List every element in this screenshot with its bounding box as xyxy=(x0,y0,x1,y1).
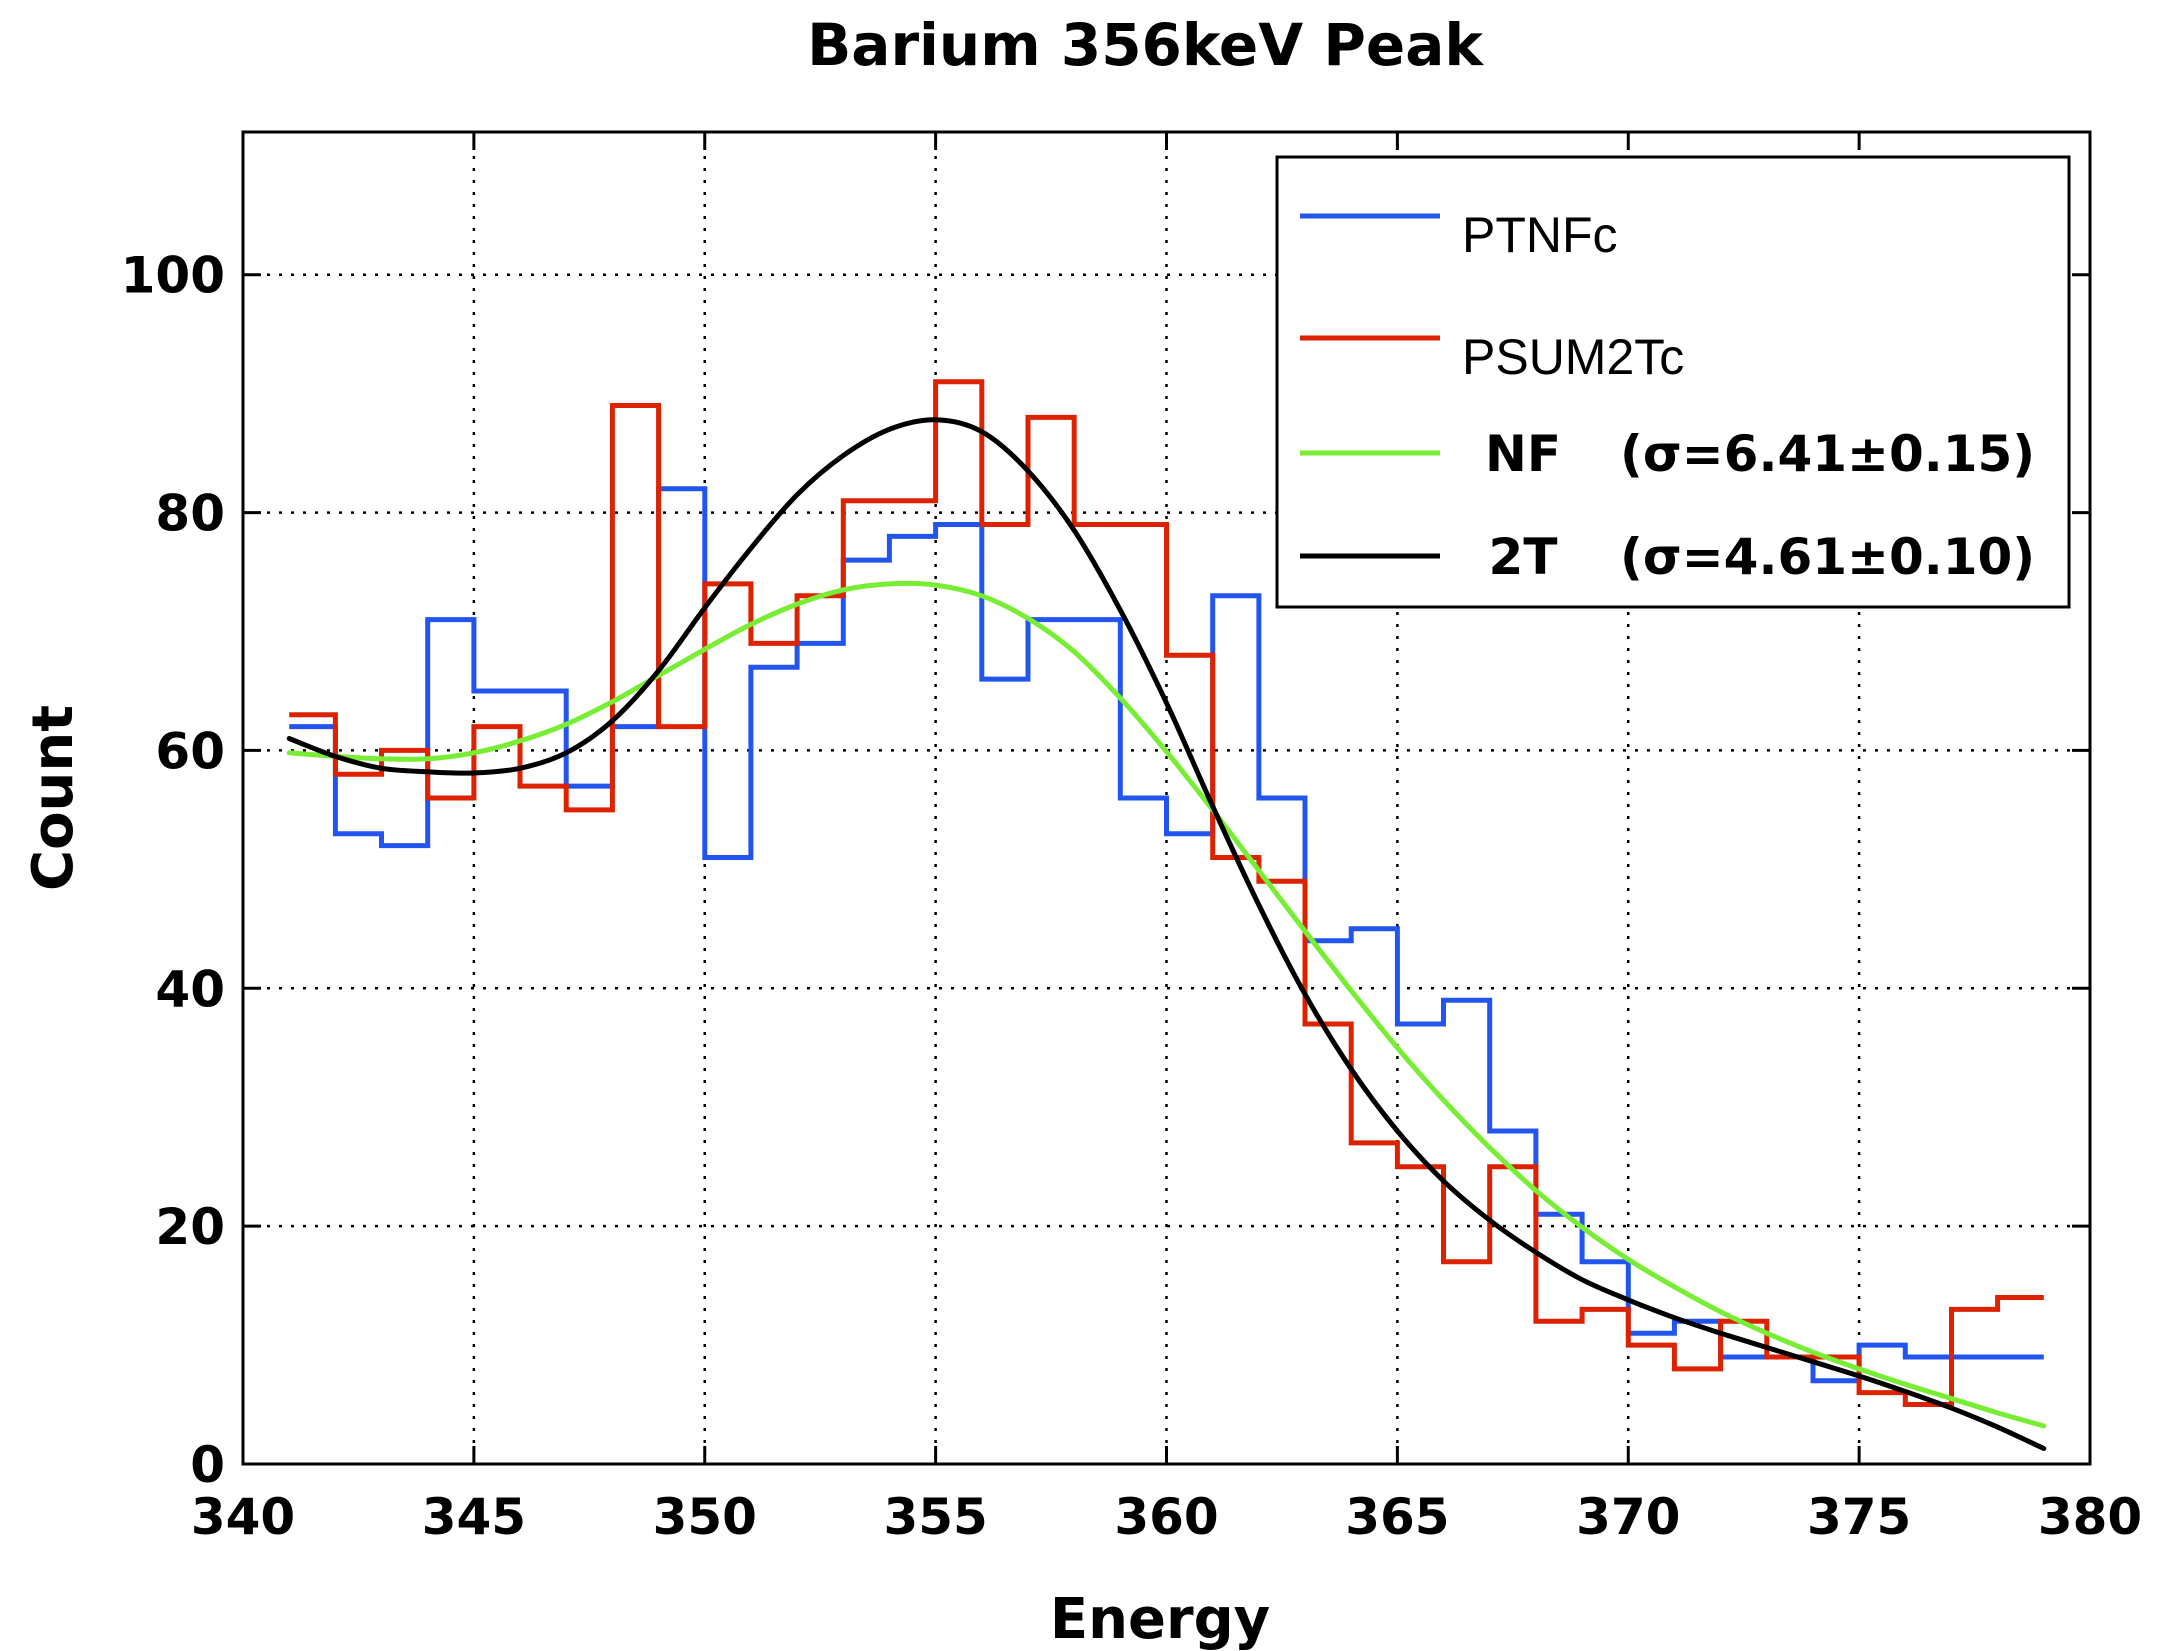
x-tick-label: 380 xyxy=(2038,1488,2142,1546)
legend-label-ptnfc: PTNFc xyxy=(1462,207,1618,263)
legend-sigma-2t: (σ=4.61±0.10) xyxy=(1620,528,2035,586)
ticks: 340 345 350 355 360 365 370 375 380 0 20 40 60 80 100 xyxy=(121,132,2142,1546)
x-tick-label: 360 xyxy=(1114,1488,1218,1546)
y-tick-label: 80 xyxy=(155,485,225,543)
series-nf-fit-curve xyxy=(286,580,2047,1429)
y-axis-label: Count xyxy=(21,705,86,891)
x-tick-label: 350 xyxy=(653,1488,757,1546)
y-tick-label: 20 xyxy=(155,1198,225,1256)
x-axis-label: Energy xyxy=(1050,1587,1270,1651)
legend-label-2t: 2T xyxy=(1489,528,1558,586)
y-tick-label: 100 xyxy=(121,247,225,305)
y-tick-label: 40 xyxy=(155,960,225,1018)
x-tick-label: 340 xyxy=(191,1488,295,1546)
x-tick-label: 355 xyxy=(883,1488,987,1546)
y-tick-label: 0 xyxy=(190,1436,225,1494)
legend-sigma-nf: (σ=6.41±0.15) xyxy=(1620,425,2035,483)
x-tick-label: 375 xyxy=(1807,1488,1911,1546)
x-tick-label: 370 xyxy=(1576,1488,1680,1546)
series-psum2tc-step-line xyxy=(289,379,2044,1407)
x-tick-label: 365 xyxy=(1345,1488,1449,1546)
chart-title: Barium 356keV Peak xyxy=(807,11,1484,79)
legend-label-nf: NF xyxy=(1485,425,1561,483)
series-2t-fit-curve xyxy=(286,417,2047,1451)
legend-box xyxy=(1275,155,2071,609)
legend: PTNFc PSUM2Tc NF (σ=6.41±0.15) 2T (σ=4.61±0.1… xyxy=(1275,155,2071,609)
x-tick-label: 345 xyxy=(422,1488,526,1546)
legend-label-psum2tc: PSUM2Tc xyxy=(1462,329,1684,385)
y-tick-label: 60 xyxy=(155,722,225,780)
series-layer xyxy=(286,379,2047,1451)
